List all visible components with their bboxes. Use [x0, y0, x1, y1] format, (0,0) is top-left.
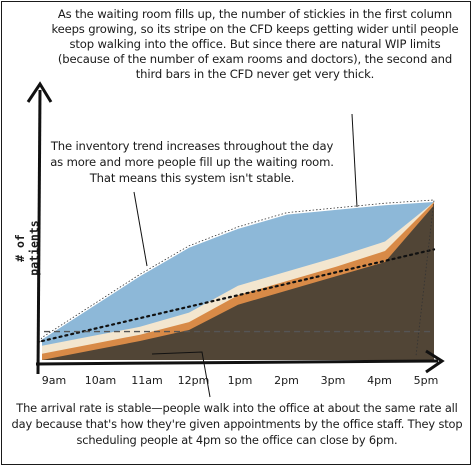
waiting-outline-dotted	[37, 199, 435, 357]
x-tick-label: 1pm	[228, 374, 253, 387]
axes	[26, 81, 445, 375]
annotation-middle: The inventory trend increases throughout…	[50, 139, 334, 185]
annotation-top: As the waiting room fills up, the number…	[51, 7, 459, 81]
area-done	[42, 205, 434, 360]
y-axis-line	[36, 89, 42, 375]
area-layers	[42, 202, 434, 360]
annotation-bottom: The arrival rate is stable—people walk i…	[11, 401, 463, 447]
guide-lines	[37, 199, 436, 357]
x-tick-label: 5pm	[414, 374, 439, 387]
y-axis-arrow	[26, 81, 53, 103]
x-tick-label: 2pm	[274, 374, 299, 387]
x-tick-label: 10am	[85, 374, 116, 387]
x-axis-line	[35, 359, 439, 366]
inventory-trend-line	[40, 248, 436, 343]
callout-lines	[133, 113, 358, 398]
x-tick-label: 11am	[131, 374, 162, 387]
x-tick-label: 3pm	[321, 374, 346, 387]
callout-middle	[133, 191, 148, 267]
x-tick-label: 12pm	[178, 374, 210, 387]
callout-top	[351, 113, 358, 208]
callout-bottom	[151, 351, 211, 398]
x-tick-label: 9am	[42, 374, 66, 387]
x-axis-arrow	[425, 349, 445, 374]
x-tick-labels: 9am 10am 11am 12pm 1pm 2pm 3pm 4pm 5pm	[42, 374, 439, 387]
x-tick-label: 4pm	[367, 374, 392, 387]
